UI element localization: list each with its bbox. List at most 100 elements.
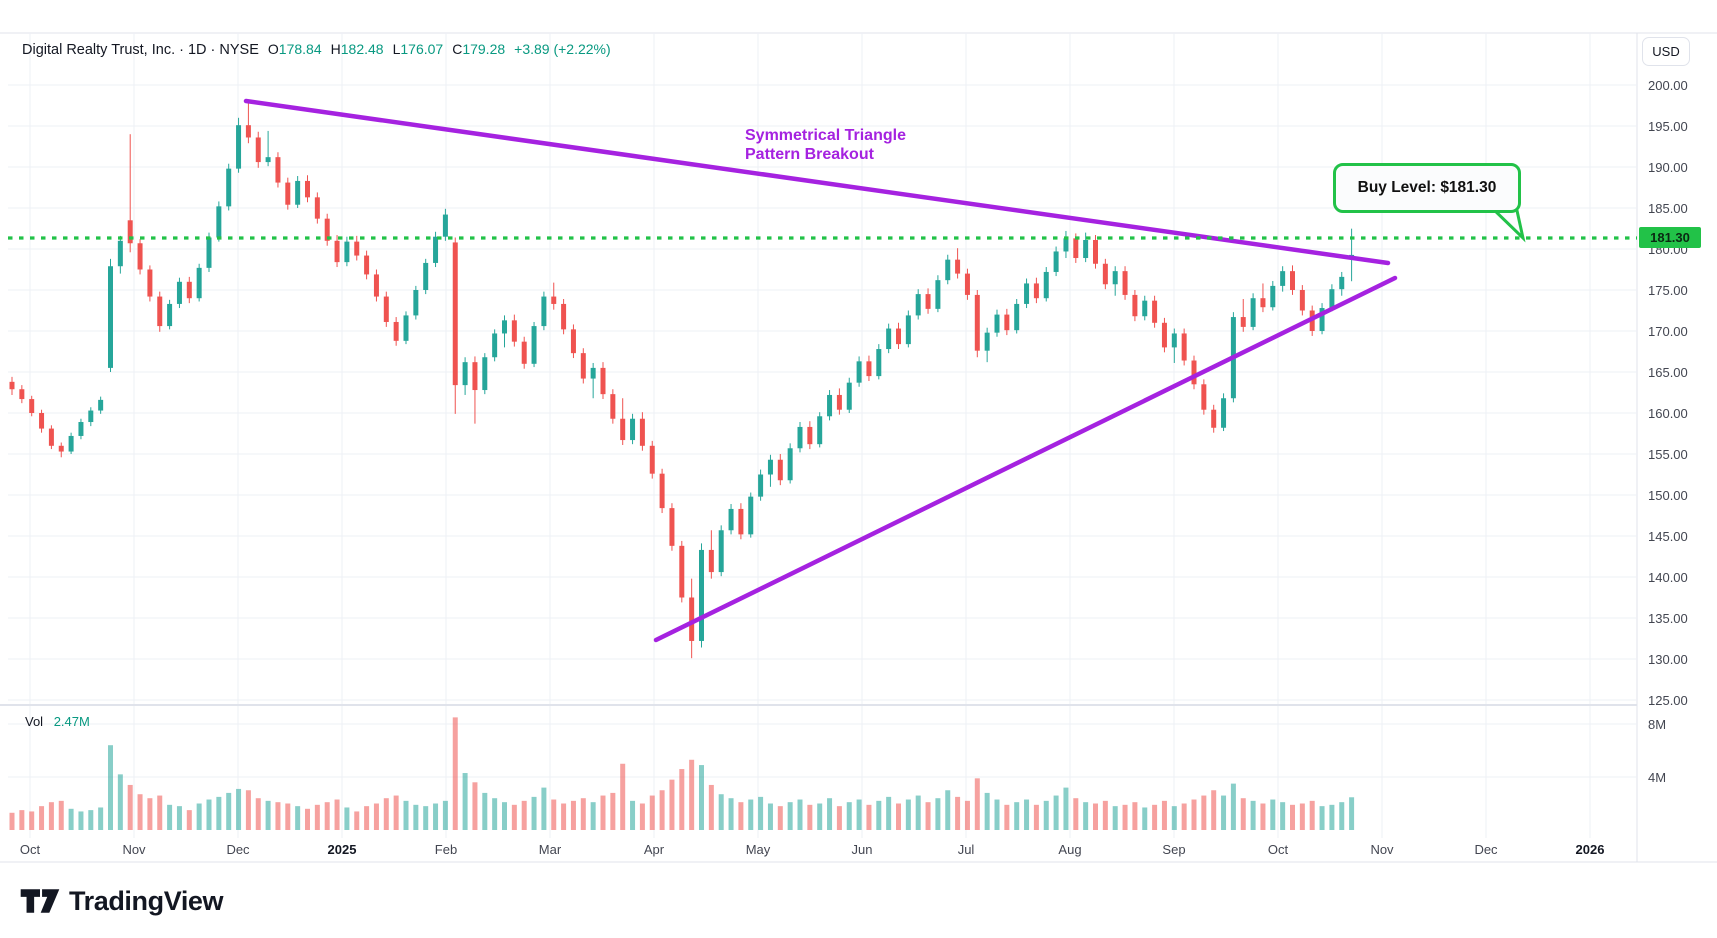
price-tick-label: 145.00 [1648,528,1688,544]
month-label: Oct [19,842,41,857]
tradingview-logo-text: TradingView [69,885,224,916]
candle-body [1329,289,1335,309]
volume-bar [1230,783,1236,830]
candle-body [984,332,990,351]
candle-body [856,361,862,383]
volume-bar [1093,803,1098,830]
symbol-info-bar[interactable]: Digital Realty Trust, Inc. · 1D · NYSE O… [22,41,611,58]
volume-bar [433,803,439,830]
candle-body [718,530,724,573]
candle-body [147,269,153,297]
candle-body [511,320,517,342]
month-label: 2025 [327,842,357,857]
candle-body [1299,290,1305,311]
candle-body [305,180,310,198]
candle-body [620,418,626,441]
volume-bar [58,800,64,830]
symbol-title[interactable]: Digital Realty Trust, Inc. · 1D · NYSE [22,42,259,58]
volume-bar [462,773,468,830]
volume-bar [896,803,901,830]
volume-bar [748,799,754,830]
volume-bar [708,784,714,830]
volume-bar [856,799,862,830]
volume-bar [994,799,1000,830]
volume-bar [472,782,478,830]
candle-body [433,236,439,263]
volume-bar [78,811,84,830]
candle-body [1221,398,1227,428]
pattern-annotation-text[interactable]: Symmetrical Triangle Pattern Breakout [745,126,906,164]
candle-body [846,382,852,410]
candle-body [48,428,54,446]
volume-bar [442,800,448,830]
volume-bar [620,763,626,830]
volume-bar [1102,800,1108,830]
volume-bar [984,792,990,830]
volume-bar [117,774,123,830]
price-tick-label: 200.00 [1648,77,1688,93]
volume-bar [1152,804,1158,830]
volume-bar [1309,800,1315,830]
candle-body [167,303,173,327]
volume-bar [925,802,931,830]
buy-level-callout[interactable]: Buy Level: $181.30 [1333,163,1521,213]
tradingview-logo[interactable]: TradingView [20,884,224,918]
candle-body [974,294,980,351]
candle-body [383,296,389,322]
volume-bar [1201,795,1207,830]
candle-body [817,416,823,445]
candle-body [955,259,961,274]
candle-body [236,125,242,169]
candle-body [1201,384,1207,410]
candle-body [1161,322,1167,348]
volume-bar [1211,790,1217,830]
volume-bar [1349,797,1355,830]
volume-bar [1221,795,1227,830]
candle-body [541,296,547,327]
month-label: Nov [1370,842,1394,857]
currency-button[interactable]: USD [1642,37,1690,66]
volume-bar [718,794,724,830]
candle-body [1033,283,1039,299]
candle-body [1152,300,1158,323]
volume-bar [295,806,301,830]
volume-bar [364,806,370,830]
candle-body [127,220,133,244]
volume-bar [482,792,488,830]
volume-bar [521,800,527,830]
volume-bar [1171,806,1177,830]
volume-bar [669,779,675,830]
volume-bar [137,794,143,830]
triangle-lower-trendline[interactable] [653,275,1398,643]
candle-body [699,549,704,641]
candle-body [994,314,1000,333]
high-value: H182.48 [330,41,384,57]
triangle-upper-trendline[interactable] [243,98,1391,266]
candle-body [679,545,685,598]
volume-bar [1339,802,1345,830]
price-tick-label: 185.00 [1648,200,1688,216]
candle-body [886,328,892,350]
price-tick-label: 150.00 [1648,487,1688,503]
volume-bar [689,759,695,830]
candle-body [108,266,113,368]
volume-bar [531,796,537,830]
volume-bar [610,792,616,830]
candle-body [1073,238,1079,259]
candle-body [295,180,301,205]
price-tick-label: 130.00 [1648,651,1688,667]
volume-bar [846,802,852,830]
candle-body [1102,263,1108,285]
volume-bar [314,804,320,830]
volume-bar [1270,799,1276,830]
candle-body [551,296,557,304]
price-tick-label: 140.00 [1648,569,1688,585]
candle-body [570,329,576,354]
candle-body [1053,251,1059,272]
candle-body [630,418,636,441]
candle-body [767,459,773,475]
candle-body [669,508,675,546]
candle-body [1132,294,1138,317]
candle-body [9,381,15,390]
